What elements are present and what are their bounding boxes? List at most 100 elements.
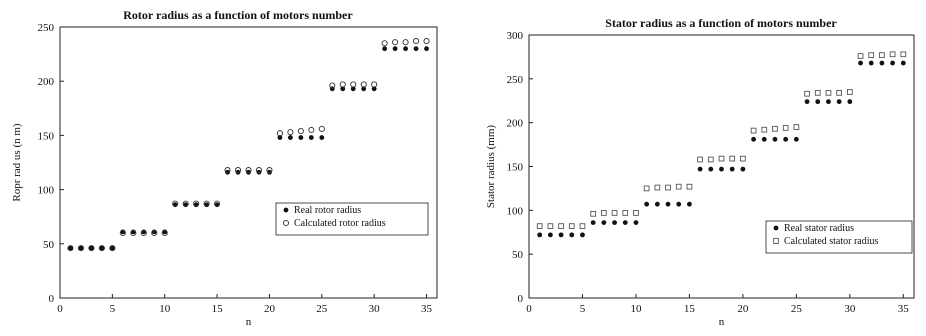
data-point-calculated [729,155,736,162]
data-point-real [729,166,735,172]
data-point-real [537,232,543,238]
data-point-real [676,201,682,207]
data-point-calculated [182,200,189,207]
data-point-calculated [308,126,315,134]
chart-title: Rotor radius as a function of motors num… [123,8,353,22]
data-point-calculated [697,156,703,163]
chart-title: Stator radius as a function of motors nu… [605,16,837,30]
data-point-real [89,245,94,251]
x-tick-label: 35 [898,303,910,315]
y-tick-label: 200 [507,118,524,130]
data-point-real [858,60,863,66]
data-point-real [287,135,293,140]
data-point-real [558,232,564,238]
data-point-real [277,135,283,140]
data-point-real [413,46,419,52]
data-point-real [392,46,398,52]
legend-marker [773,238,779,244]
data-point-real [836,99,842,105]
data-point-calculated [266,167,273,174]
data-point-calculated [633,210,639,216]
data-point-calculated [392,39,399,46]
y-axis-label: Stator radius (mm) [485,125,497,208]
data-point-calculated [77,245,84,252]
data-point-real [78,245,84,251]
data-point-calculated [675,183,682,190]
data-point-real [740,166,746,172]
data-point-real [879,60,885,66]
data-point-real [590,220,596,226]
data-point-calculated [287,129,294,136]
legend-label: Real stator radius [784,223,854,234]
data-point-calculated [276,130,283,137]
data-point-calculated [879,52,885,59]
series-1 [537,60,906,238]
data-point-calculated [339,81,346,88]
data-point-real [804,99,810,105]
data-point-calculated [234,167,242,174]
data-point-calculated [622,210,629,216]
data-point-calculated [423,38,430,45]
x-tick-label: 10 [630,303,642,315]
data-point-real [665,201,671,207]
y-tick-label: 0 [49,293,55,305]
data-point-calculated [329,82,336,89]
legend: Real stator radius Calculated stator radi… [765,220,913,254]
legend-marker [282,219,290,227]
data-point-real [350,86,356,92]
data-point-real [308,135,314,140]
legend-label: Calculated stator radius [784,236,879,247]
legend-label: Real rotor radius [294,205,361,216]
data-point-real [719,166,724,172]
data-point-calculated [140,229,147,237]
x-tick-label: 20 [737,303,749,315]
data-point-calculated [402,39,409,46]
data-point-calculated [214,200,221,207]
data-point-calculated [98,245,105,252]
y-tick-label: 100 [38,185,55,197]
y-tick-label: 100 [507,205,524,217]
chart-1: Rotor radius as a function of motors num… [11,8,438,328]
y-tick-label: 0 [518,293,524,305]
legend-marker [283,207,289,213]
data-point-real [371,86,377,92]
data-point-real [900,60,906,66]
data-point-calculated [782,125,789,131]
data-point-real [687,201,692,207]
y-tick-label: 250 [38,22,55,34]
x-tick-label: 30 [369,303,381,315]
data-point-calculated [172,200,179,207]
data-point-real [569,232,575,238]
data-point-calculated [718,155,725,162]
data-point-calculated [350,81,357,88]
data-point-real [697,166,703,172]
data-point-calculated [568,223,575,229]
data-point-real [612,220,617,226]
data-point-real [793,136,799,142]
data-point-real [109,245,115,251]
data-point-calculated [868,52,875,59]
y-tick-label: 150 [507,162,524,174]
data-point-calculated [761,126,768,133]
y-tick-label: 150 [38,130,55,142]
y-tick-label: 50 [43,239,55,251]
data-point-calculated [900,51,907,58]
data-point-real [708,166,714,172]
data-point-real [847,99,853,105]
data-point-calculated [558,223,564,229]
data-point-calculated [825,90,832,96]
x-tick-label: 25 [791,303,803,315]
plot-frame [528,34,915,299]
legend-box [765,220,913,254]
x-tick-label: 25 [316,303,328,315]
x-tick-label: 0 [526,303,532,315]
data-point-real [815,99,821,105]
data-point-calculated [793,124,800,130]
data-point-calculated [547,223,554,229]
legend-marker [773,225,779,231]
data-point-real [772,136,778,142]
data-point-calculated [665,184,671,191]
legend-label: Calculated rotor radius [294,218,386,229]
x-tick-label: 30 [844,303,856,315]
